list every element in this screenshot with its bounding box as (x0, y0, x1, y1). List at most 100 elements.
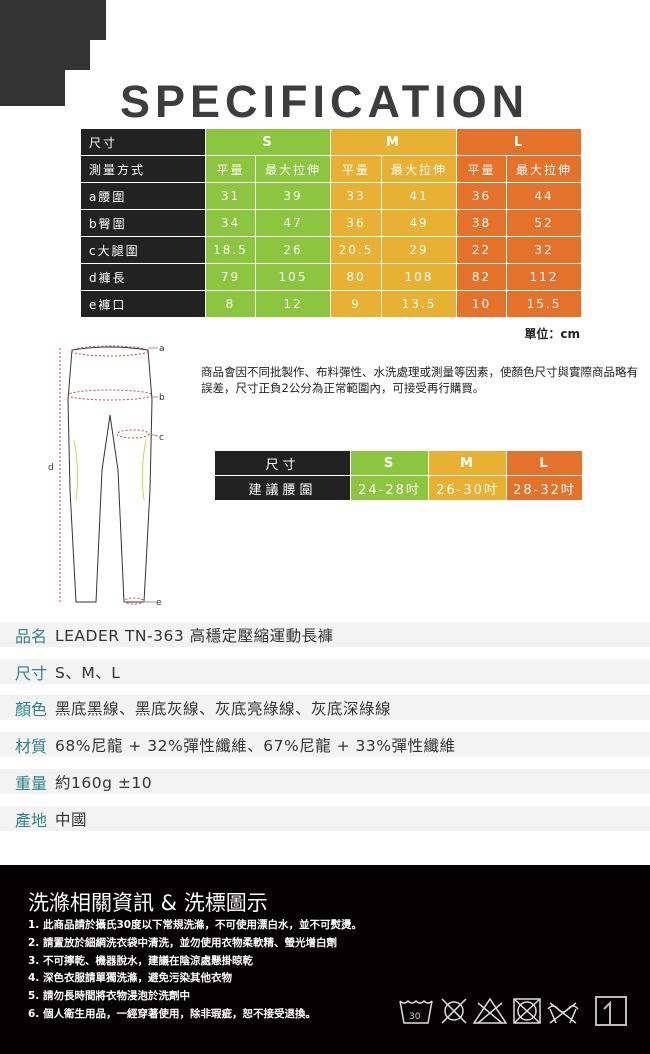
label-c: c (159, 433, 164, 443)
spec-key: 材質 (15, 736, 48, 756)
method-col: 平量 (205, 155, 256, 183)
waist-header-label: 尺寸 (214, 450, 351, 476)
care-title: 洗滌相關資訊 & 洗標圖示 (28, 891, 268, 915)
measure-label: c大腿圍 (80, 236, 206, 264)
size-row: b臀圍 34 47 36 49 38 52 (80, 209, 582, 237)
size-s: S (350, 450, 429, 476)
measure-value: 47 (255, 209, 331, 237)
method-col: 平量 (456, 155, 507, 183)
measure-value: 34 (205, 209, 256, 237)
size-l: L (506, 450, 583, 476)
size-table: 尺寸 S M L 測量方式 平量 最大拉伸 平量 最大拉伸 平量 最大拉伸 a腰… (80, 128, 582, 318)
no-wring-icon (547, 1002, 579, 1024)
measure-value: 31 (205, 182, 256, 210)
waist-value: 26-30吋 (428, 475, 507, 501)
measure-value: 20.5 (330, 236, 382, 264)
label-b: b (159, 393, 165, 403)
waist-table: 尺寸 S M L 建議腰圍 24-28吋 26-30吋 28-32吋 (214, 450, 583, 501)
size-row: e褲口 8 12 9 13.5 10 15.5 (80, 290, 582, 318)
measure-label: b臀圍 (80, 209, 206, 237)
measure-label: d褲長 (80, 263, 206, 291)
spec-value: S、M、L (55, 663, 121, 682)
label-a: a (159, 344, 165, 354)
waist-header-row: 尺寸 S M L (214, 450, 583, 476)
care-item: 6. 個人衛生用品，一經穿著使用，除非瑕疵，恕不接受退換。 (28, 1007, 316, 1020)
no-tumble-dry-icon (513, 998, 541, 1024)
size-row: a腰圍 31 39 33 41 36 44 (80, 182, 582, 210)
svg-text:30: 30 (409, 1012, 421, 1022)
size-l: L (456, 128, 582, 156)
measure-value: 39 (255, 182, 331, 210)
care-item: 2. 請置放於細網洗衣袋中清洗，並勿使用衣物柔軟精、螢光增白劑 (28, 936, 337, 949)
measure-value: 38 (456, 209, 507, 237)
method-col: 平量 (330, 155, 382, 183)
measure-value: 49 (381, 209, 457, 237)
label-e: e (156, 598, 162, 608)
spec-row: 材質 68%尼龍 + 32%彈性纖維、67%尼龍 + 33%彈性纖維 (0, 732, 650, 757)
corner-decoration (0, 0, 106, 106)
spec-row: 重量 約160g ±10 (0, 769, 650, 794)
measure-value: 32 (506, 236, 582, 264)
care-item: 4. 深色衣服請單獨洗滌，避免污染其他衣物 (28, 972, 232, 985)
spec-row: 產地 中國 (0, 806, 650, 831)
size-m: M (428, 450, 507, 476)
method-col: 最大拉伸 (381, 155, 457, 183)
spec-key: 產地 (15, 810, 48, 830)
spec-value: 68%尼龍 + 32%彈性纖維、67%尼龍 + 33%彈性纖維 (55, 736, 456, 755)
size-s: S (205, 128, 331, 156)
measure-value: 33 (330, 182, 382, 210)
measure-value: 10 (456, 290, 507, 318)
no-iron-icon (441, 998, 467, 1024)
measure-value: 8 (205, 290, 256, 318)
label-d: d (48, 463, 54, 473)
unit-label: 單位：cm (524, 327, 580, 341)
measure-value: 105 (255, 263, 331, 291)
page-title: SPECIFICATION (120, 76, 530, 127)
spec-row: 尺寸 S、M、L (0, 659, 650, 684)
spec-value: 中國 (55, 810, 88, 829)
measure-value: 80 (330, 263, 382, 291)
care-list: 1. 此商品請於攝氏30度以下常規洗滌，不可使用漂白水，並不可熨燙。 2. 請置放… (28, 917, 362, 1024)
size-note: 商品會因不同批製作、布料彈性、水洗處理或測量等因素，使顏色尺寸與實際商品略有誤差… (201, 365, 638, 395)
measure-value: 22 (456, 236, 507, 264)
method-label: 測量方式 (80, 155, 206, 183)
measure-value: 18.5 (205, 236, 256, 264)
spec-value: 約160g ±10 (55, 773, 153, 792)
spec-value: 黑底黑線、黑底灰線、灰底亮綠線、灰底深綠線 (55, 699, 392, 718)
size-header-row: 尺寸 S M L (80, 128, 582, 156)
method-col: 最大拉伸 (506, 155, 582, 183)
method-col: 最大拉伸 (255, 155, 331, 183)
hang-dry-icon (595, 996, 627, 1026)
measure-value: 26 (255, 236, 331, 264)
no-bleach-icon (472, 997, 508, 1024)
measure-value: 13.5 (381, 290, 457, 318)
measure-value: 36 (456, 182, 507, 210)
measure-value: 108 (381, 263, 457, 291)
leggings-diagram: a b c d e (48, 344, 165, 608)
measure-value: 41 (381, 182, 457, 210)
measure-value: 36 (330, 209, 382, 237)
wash-30-icon: 30 (399, 999, 433, 1024)
care-item: 3. 不可擰乾、機器脫水，建議在陰涼處懸掛晾乾 (28, 954, 253, 967)
measure-value: 79 (205, 263, 256, 291)
spec-row: 顏色 黑底黑線、黑底灰線、灰底亮綠線、灰底深綠線 (0, 695, 650, 720)
measure-value: 12 (255, 290, 331, 318)
measure-value: 9 (330, 290, 382, 318)
measure-value: 29 (381, 236, 457, 264)
waist-label: 建議腰圍 (214, 475, 351, 501)
measure-value: 52 (506, 209, 582, 237)
size-m: M (330, 128, 457, 156)
care-icons: 30 (399, 996, 627, 1026)
care-section: 洗滌相關資訊 & 洗標圖示 1. 此商品請於攝氏30度以下常規洗滌，不可使用漂白… (0, 865, 650, 1054)
measure-value: 112 (506, 263, 582, 291)
spec-value: LEADER TN-363 高穩定壓縮運動長褲 (55, 626, 334, 645)
care-item: 1. 此商品請於攝氏30度以下常規洗滌，不可使用漂白水，並不可熨燙。 (28, 919, 363, 931)
spec-key: 品名 (15, 626, 48, 646)
spec-key: 重量 (15, 773, 48, 793)
measure-value: 44 (506, 182, 582, 210)
spec-key: 顏色 (15, 699, 48, 719)
waist-value: 24-28吋 (350, 475, 429, 501)
spec-key: 尺寸 (15, 663, 48, 683)
spec-row: 品名 LEADER TN-363 高穩定壓縮運動長褲 (0, 622, 650, 647)
waist-row: 建議腰圍 24-28吋 26-30吋 28-32吋 (214, 475, 583, 501)
